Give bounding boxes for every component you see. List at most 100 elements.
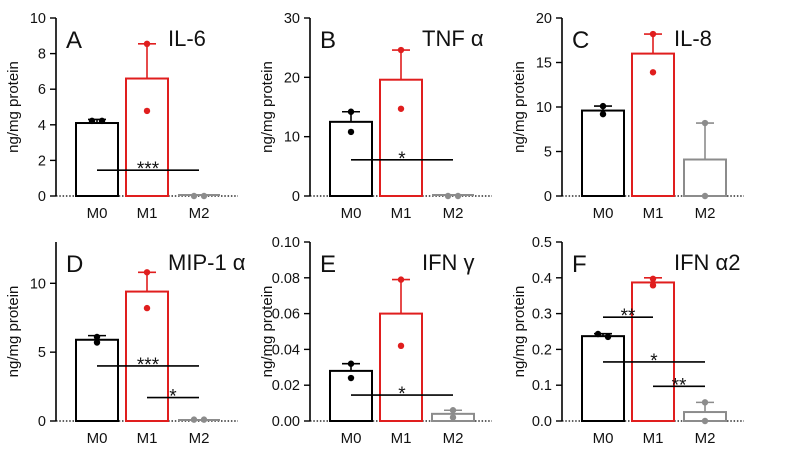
y-tick-label: 0.5 <box>532 235 552 251</box>
x-tick-label-m1: M1 <box>137 205 158 222</box>
data-point <box>701 119 709 127</box>
bar-m0 <box>329 120 373 197</box>
panel-b: 0 10 20 30 ng/mg protein M0 M1 M2 * B TNF α <box>259 11 492 222</box>
x-tick-label-m1: M1 <box>391 430 412 447</box>
x-tick-label-m0: M0 <box>341 430 362 447</box>
x-tick-label-m1: M1 <box>643 430 664 447</box>
y-tick-label: 0 <box>38 414 46 430</box>
data-point <box>397 105 405 112</box>
data-point <box>347 374 355 382</box>
y-tick-label: 0.04 <box>272 342 300 358</box>
panel-letter: E <box>320 251 336 278</box>
bar-m0 <box>581 109 625 197</box>
data-point <box>397 276 405 283</box>
significance-label: *** <box>137 159 160 180</box>
data-point <box>200 192 208 200</box>
panel-title: IFN α2 <box>674 250 741 275</box>
x-tick-label-m0: M0 <box>87 205 108 222</box>
y-tick-label: 4 <box>38 118 46 134</box>
y-tick-label: 5 <box>38 345 46 361</box>
bar-m1 <box>125 290 169 423</box>
y-tick-label: 10 <box>536 100 552 116</box>
data-point <box>93 333 101 341</box>
x-tick-label-m2: M2 <box>443 205 464 222</box>
data-point <box>347 108 355 115</box>
y-tick-label: 0 <box>292 189 300 205</box>
bar-m0 <box>75 338 119 422</box>
data-point <box>649 69 657 76</box>
y-axis-title: ng/mg protein <box>259 286 276 378</box>
bar-m2 <box>431 412 475 422</box>
panel-title: TNF α <box>422 26 484 51</box>
significance-label: * <box>650 351 658 372</box>
panel-letter: D <box>66 251 83 278</box>
y-tick-label: 0 <box>38 189 46 205</box>
data-point <box>347 360 355 367</box>
x-tick-label-m2: M2 <box>695 430 716 447</box>
y-tick-label: 0.06 <box>272 307 300 323</box>
y-tick-label: 0 <box>544 189 552 205</box>
data-point <box>649 275 657 283</box>
bar-m1 <box>631 52 675 197</box>
bar-m0 <box>581 335 625 422</box>
data-point <box>397 342 405 350</box>
y-tick-label: 2 <box>38 153 46 169</box>
panel-a: 0 2 4 6 8 10 ng/mg protein M0 M1 M2 *** A IL-6 <box>5 11 238 222</box>
significance-label: ** <box>672 375 687 396</box>
panel-letter: A <box>66 27 82 54</box>
bar-m0 <box>75 122 119 197</box>
x-tick-label-m1: M1 <box>137 430 158 447</box>
data-point <box>143 269 151 276</box>
y-axis-title: ng/mg protein <box>511 61 528 153</box>
x-tick-label-m2: M2 <box>189 205 210 222</box>
y-tick-label: 20 <box>284 70 300 86</box>
data-point <box>701 192 709 200</box>
data-point <box>98 117 106 125</box>
panel-title: MIP-1 α <box>168 250 246 275</box>
x-tick-label-m2: M2 <box>189 430 210 447</box>
data-point <box>444 192 452 200</box>
panel-letter: B <box>320 27 336 54</box>
x-tick-label-m2: M2 <box>695 205 716 222</box>
data-point <box>454 192 462 200</box>
bar-m1 <box>125 77 169 197</box>
y-axis-title: ng/mg protein <box>5 286 22 378</box>
panel-c: 0 5 10 15 20 ng/mg protein M0 M1 M2 C IL-8 <box>511 11 744 222</box>
data-point <box>143 40 151 48</box>
x-tick-label-m1: M1 <box>643 205 664 222</box>
data-point <box>649 30 657 38</box>
data-point <box>143 107 151 115</box>
data-point <box>200 416 208 423</box>
y-tick-label: 10 <box>30 276 46 292</box>
significance-label: *** <box>137 355 160 376</box>
y-tick-label: 20 <box>536 11 552 27</box>
data-point <box>190 416 198 423</box>
data-point <box>701 417 709 425</box>
data-point <box>143 304 151 312</box>
y-tick-label: 0.10 <box>272 235 300 251</box>
y-axis-title: ng/mg protein <box>5 61 22 153</box>
y-tick-label: 0.00 <box>272 414 300 430</box>
data-point <box>701 399 709 406</box>
y-tick-label: 0.02 <box>272 378 300 394</box>
y-tick-label: 0.08 <box>272 271 300 287</box>
y-tick-label: 0.4 <box>532 271 552 287</box>
bar-m2 <box>683 158 727 197</box>
y-tick-label: 0.1 <box>532 378 552 394</box>
bar-m0 <box>329 369 373 423</box>
x-tick-label-m0: M0 <box>593 205 614 222</box>
data-point <box>347 128 355 136</box>
bar-m1 <box>379 78 423 197</box>
y-tick-label: 30 <box>284 11 300 27</box>
data-point <box>649 282 657 289</box>
panel-title: IL-8 <box>674 26 712 51</box>
data-point <box>599 110 607 118</box>
x-tick-label-m0: M0 <box>341 205 362 222</box>
panel-title: IFN γ <box>422 250 475 275</box>
panel-title: IL-6 <box>168 26 206 51</box>
significance-label: * <box>398 384 406 405</box>
data-point <box>449 414 457 421</box>
